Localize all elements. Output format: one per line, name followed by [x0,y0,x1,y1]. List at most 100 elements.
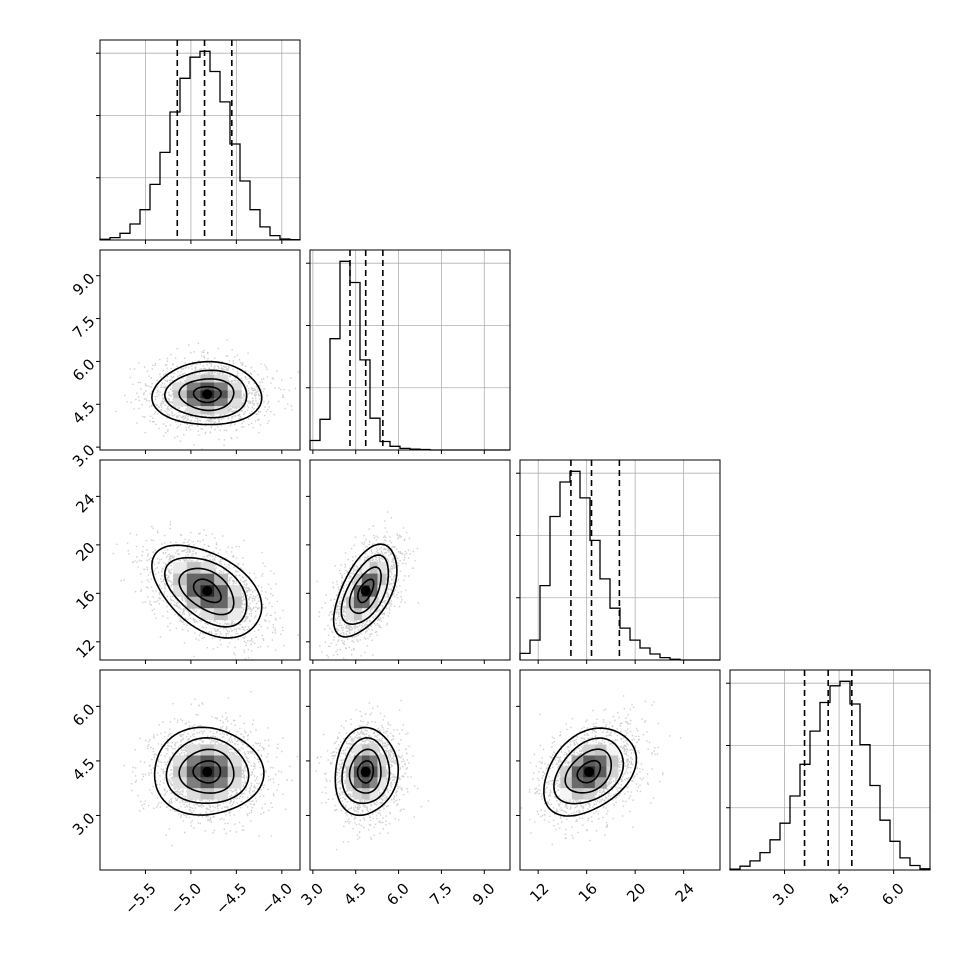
contour-line-1 [348,566,382,615]
panel-frame [99,39,301,241]
contour-line-1 [348,748,382,794]
density-cell [173,398,188,407]
density-cell [353,608,363,621]
density-cell [186,382,201,391]
x-tick-label-2-3: 24 [672,880,698,906]
y-tick-label-1-0: 3.0 [69,441,99,471]
contour-line-3 [151,360,263,426]
density-peak [202,585,213,596]
density-cell [369,788,378,800]
scatter-panel-2-0 [96,459,301,664]
density-cell [173,766,188,778]
x-tick-label-1-0: 3.0 [298,880,328,910]
density-cell [214,585,229,598]
scatter-plot-area [112,521,299,660]
density-cell [571,777,584,789]
histogram-panel-2 [516,459,721,664]
density-cell [346,755,355,767]
x-tick-label-0-2: −4.5 [212,880,250,918]
y-tick-label-2-0: 12 [72,636,98,662]
histogram-step-line [519,470,720,661]
contour-line-2 [553,737,625,805]
y-tick-label-2-2: 20 [72,539,98,565]
density-cell [200,788,215,800]
contour-line-2 [341,736,391,805]
panel-frame [309,459,511,661]
density-cell [186,573,201,586]
density-cell [606,744,619,756]
density-cell [560,766,573,778]
scatter-points [112,521,299,660]
scatter-plot-area [315,699,430,851]
x-tick-label-0-0: −5.5 [121,880,159,918]
density-cell [361,608,371,621]
density-cell [186,585,201,598]
x-tick-label-1-3: 7.5 [426,880,456,910]
scatter-panel-2-1 [306,459,511,664]
density-peak [360,585,371,596]
density-cell [227,390,242,399]
scatter-plot-area [123,691,299,847]
density-cell [369,755,378,767]
density-cell [227,766,242,778]
density-peak [360,766,371,777]
density-cell [200,562,215,574]
density-cell [214,788,229,800]
density-peak [202,766,213,777]
histogram-panel-1 [306,249,511,454]
x-tick-label-1-2: 6.0 [383,880,413,910]
density-cell [606,766,619,778]
density-cell [377,777,386,789]
density-cell [560,788,573,800]
density-cell [173,755,188,767]
scatter-panel-3-2 [516,669,721,874]
scatter-panel-3-0 [96,669,301,874]
density-cell [214,777,229,789]
density-cell [377,755,386,767]
contour-line-0 [192,578,222,604]
scatter-panel-3-1 [306,669,511,874]
y-tick-label-1-1: 4.5 [69,398,99,428]
density-cell [214,382,229,391]
density-cell [353,573,363,586]
density-cell [173,382,188,391]
density-cell [361,596,371,609]
density-cell [200,608,215,621]
histogram-step-line [309,260,510,451]
density-cell [594,777,607,789]
density-cell [173,562,188,574]
density-cell [227,585,242,598]
density-cell [583,788,596,800]
x-tick-label-2-2: 20 [623,880,649,906]
y-tick-label-1-3: 7.5 [69,312,99,342]
density-cell [594,755,607,767]
contour-line-2 [163,556,248,628]
panel-frame [309,669,511,871]
density-cell [571,788,584,800]
contour-line-0 [356,760,375,784]
density-cell [353,777,363,789]
density-cell [214,406,229,415]
density-cell [369,744,378,756]
scatter-plot-area [520,695,682,846]
density-cell [227,398,242,407]
y-tick-label-3-0: 3.0 [69,809,99,839]
density-cell [346,608,355,621]
histogram-step-line [729,680,931,870]
density-cell [361,788,371,800]
density-cell [227,755,242,767]
density-cell [173,777,188,789]
density-cell [186,755,201,767]
contour-line-0 [357,578,375,604]
density-cell [214,374,229,383]
density-cell [571,755,584,767]
density-cell [214,573,229,586]
density-cell [227,596,242,609]
density-cell [227,608,242,621]
panel-frame [99,669,301,871]
density-cell [361,562,371,574]
density-cell [583,744,596,756]
density-cell [173,573,188,586]
contour-line-0 [192,760,222,784]
